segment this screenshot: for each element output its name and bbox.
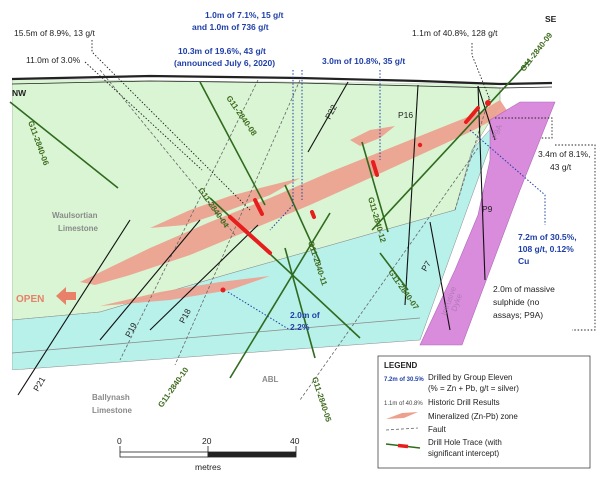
- hist-intercept-label: 3.4m of 8.1%,: [538, 149, 590, 159]
- se-label: SE: [545, 14, 557, 24]
- scale-unit-label: metres: [195, 462, 221, 472]
- mineralized-zone-p16: [350, 126, 395, 146]
- legend-swatch-fault: [385, 427, 419, 431]
- overburden-line: [11, 80, 553, 89]
- drillhole-trace-09: [371, 59, 531, 231]
- fault-line: [299, 147, 479, 401]
- legend-desc-blue: Drilled by Group Eleven: [428, 373, 512, 382]
- open-label: OPEN: [16, 294, 44, 305]
- intercept-marker: [310, 210, 316, 219]
- blue-intercept-label: 2.0m of: [290, 310, 320, 320]
- blue-intercept-label: 7.2m of 30.5%,: [518, 232, 577, 242]
- blue-intercept-label: 108 g/t, 0.12%: [518, 244, 574, 254]
- unit-label-waulsortian: Waulsortian: [52, 211, 98, 220]
- massive-sulphide-label: 2.0m of massive: [493, 284, 555, 294]
- legend-desc-mineralized: Mineralized (Zn-Pb) zone: [428, 412, 518, 421]
- historic-hole-p16: [404, 84, 419, 306]
- legend-desc-trace: Drill Hole Trace (with: [428, 438, 502, 447]
- scale-tick-20: 20: [202, 436, 212, 446]
- legend-swatch-mineralized: [386, 412, 418, 419]
- leader-blue-low: [227, 291, 291, 331]
- blue-intercept-label: 3.0m of 10.8%, 35 g/t: [322, 56, 405, 66]
- mineralized-zone-lower: [100, 276, 270, 306]
- unit-label-waulsortian: Limestone: [58, 224, 99, 233]
- drillhole-trace-06: [9, 101, 119, 189]
- blue-intercept-label: 2.2%: [290, 322, 310, 332]
- historic-hole-p7: [429, 221, 451, 331]
- legend-swatch-intercept: [397, 443, 409, 449]
- fault-line: [119, 79, 259, 361]
- hist-intercept-label: 43 g/t: [550, 162, 572, 172]
- drillhole-trace-10: [229, 212, 331, 379]
- scale-tick-0: 0: [117, 436, 122, 446]
- drillhole-label-10: G11-2840-10: [156, 365, 190, 409]
- historic-hole-p9a: [477, 85, 496, 141]
- hist-intercept-label: 15.5m of 8.9%, 13 g/t: [14, 28, 95, 38]
- drillhole-label-05: G11-2840-05: [310, 376, 333, 424]
- legend-sample-black: 1.1m of 40.8%: [384, 401, 423, 407]
- drillhole-trace-11: [284, 184, 321, 263]
- legend-box: [377, 355, 591, 469]
- historic-hole-p19: [99, 219, 201, 341]
- intercept-point: [417, 142, 423, 148]
- historic-hole-p9: [477, 85, 486, 281]
- intercept-marker: [253, 198, 264, 216]
- historic-hole-p21: [17, 219, 131, 396]
- intercept-point: [220, 287, 226, 293]
- historic-label-p7: P7: [419, 259, 433, 273]
- leader-hist-left: [91, 40, 251, 211]
- nw-label: NW: [12, 88, 27, 98]
- fault-line: [454, 94, 491, 211]
- unit-label-ballynash: Limestone: [92, 406, 133, 415]
- historic-label-p16: P16: [398, 110, 413, 120]
- mineralized-zone-main: [80, 100, 508, 285]
- legend-desc-fault: Fault: [428, 425, 447, 434]
- leader-hist-right2: [495, 117, 553, 139]
- unit-label-ballynash: Ballynash: [92, 393, 130, 402]
- blue-intercept-label: (announced July 6, 2020): [174, 58, 275, 68]
- hist-intercept-label: 1.1m of 40.8%, 128 g/t: [412, 28, 498, 38]
- intercept-marker: [371, 160, 379, 177]
- intercept-marker: [228, 215, 272, 255]
- intrusive-dyke: [419, 101, 556, 346]
- leader-hist-right: [471, 43, 491, 101]
- drillhole-label-09: G11-2840-09: [518, 30, 554, 73]
- blue-intercept-label: and 1.0m of 736 g/t: [192, 22, 269, 32]
- abl-contact-line: [12, 317, 421, 354]
- leader-blue-right: [469, 129, 546, 225]
- legend-sample-blue: 7.2m of 30.5%: [384, 377, 424, 383]
- historic-label-p21: P21: [31, 375, 47, 393]
- drillhole-trace-07: [379, 252, 409, 291]
- massive-sulphide-label: assays; P9A): [493, 310, 543, 320]
- fault-line: [99, 69, 236, 236]
- historic-hole-p22: [307, 81, 349, 153]
- legend-title: LEGEND: [384, 361, 418, 370]
- historic-label-p9: P9: [482, 204, 493, 214]
- blue-intercept-label: Cu: [518, 256, 529, 266]
- intercept-marker: [464, 106, 480, 124]
- blue-intercept-label: 10.3m of 19.6%, 43 g/t: [178, 46, 266, 56]
- mineralized-zone-upper: [150, 178, 300, 228]
- intercept-point: [485, 100, 491, 106]
- hist-intercept-label: 11.0m of 3.0%: [26, 55, 81, 65]
- massive-sulphide-label: sulphide (no: [493, 297, 540, 307]
- leader-massive: [555, 144, 596, 331]
- leader-hist-left2: [84, 61, 203, 171]
- scale-tick-40: 40: [290, 436, 300, 446]
- unit-label-abl: ABL: [262, 375, 279, 384]
- legend-desc-blue-note: (% = Zn + Pb, g/t = silver): [428, 384, 519, 393]
- scale-bar: [119, 446, 297, 458]
- legend-desc-trace-note: significant intercept): [428, 449, 499, 458]
- legend-desc-black: Historic Drill Results: [428, 398, 500, 407]
- historic-hole-p18: [149, 224, 259, 331]
- drillhole-trace-08: [199, 81, 266, 206]
- drillhole-trace-05: [284, 247, 316, 359]
- open-arrow-icon: [56, 287, 76, 305]
- blue-intercept-label: 1.0m of 7.1%, 15 g/t: [205, 10, 284, 20]
